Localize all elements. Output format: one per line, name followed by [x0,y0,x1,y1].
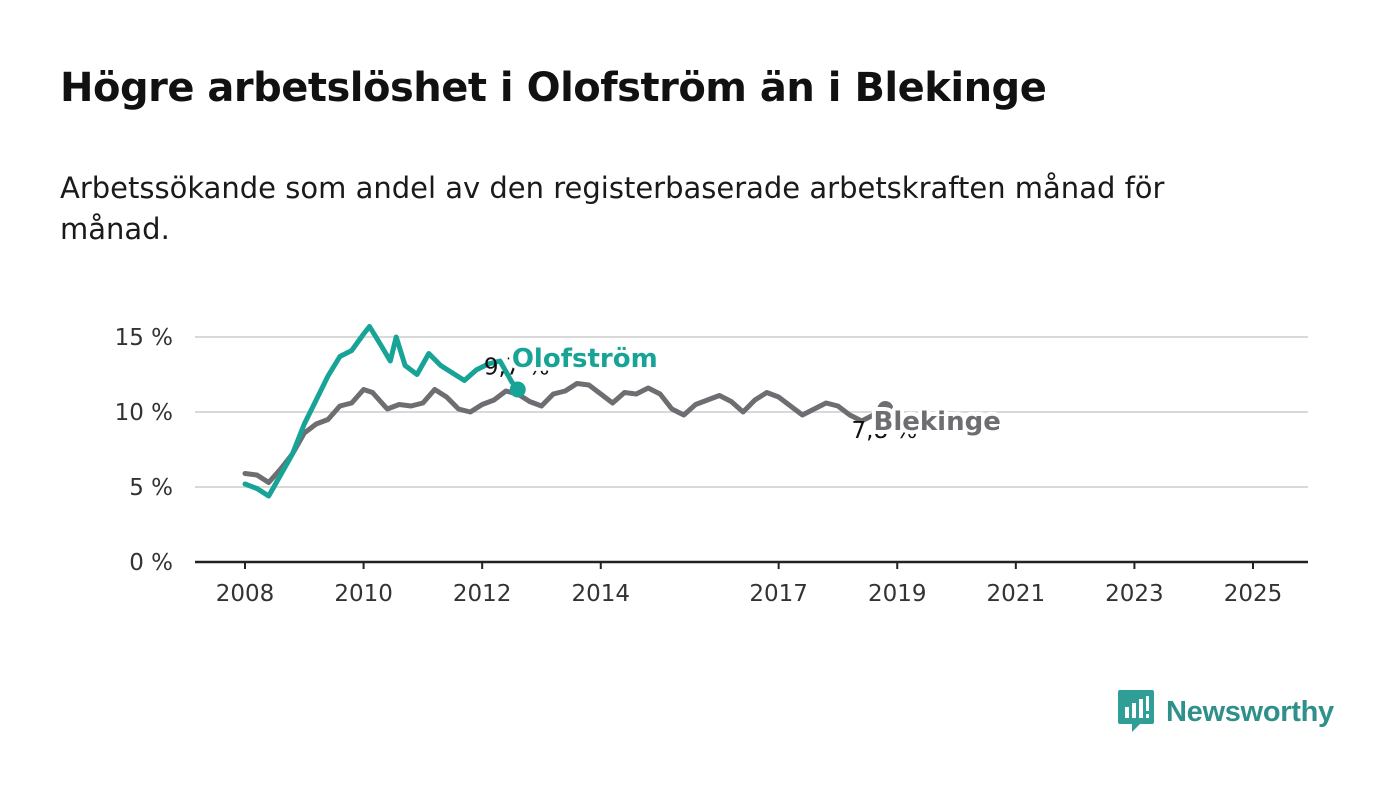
series-line-olofstrom [242,324,521,499]
series-label-blekinge: Blekinge [874,407,1001,437]
x-tick-label: 2017 [749,581,808,607]
series-end-dot-blekinge [877,401,894,417]
x-tick-label: 2025 [1224,581,1283,607]
series-line-blekinge [242,381,888,485]
x-tick-label: 2019 [868,581,927,607]
x-tick-label: 2010 [334,581,393,607]
brand-logo: Newsworthy [1118,688,1334,736]
series-end-label-olofstrom: 9,7 % [484,355,550,381]
x-tick-label: 2012 [453,581,512,607]
series-end-label-blekinge: 7,8 % [852,418,918,444]
x-tick-label: 2021 [987,581,1046,607]
x-tick-label: 2023 [1105,581,1164,607]
newsworthy-logo-icon [1118,690,1154,732]
y-tick-label: 15 % [115,325,173,351]
chart-subtitle: Arbetssökande som andel av den registerb… [60,171,1165,246]
x-tick-label: 2008 [216,581,275,607]
x-axis: 2008 2010 2012 2014 2017 2019 2021 2023 2025 [195,560,1308,607]
label-layer: 7,8 % 9,7 %Olofström Blekinge [484,340,1005,444]
x-tick-label: 2014 [571,581,630,607]
gridlines [195,336,1308,488]
y-tick-label: 10 % [115,400,173,426]
series-layer [242,324,894,499]
series-label-olofstrom: Olofström [512,344,658,374]
chart-title: Högre arbetslöshet i Olofström än i Blek… [60,65,1047,111]
y-tick-label: 5 % [129,475,173,501]
series-end-dot-olofstrom [509,381,526,398]
y-tick-label: 0 % [129,550,173,576]
brand-name: Newsworthy [1166,695,1334,728]
y-axis-ticks: 0 % 5 % 10 % 15 % [115,325,173,576]
